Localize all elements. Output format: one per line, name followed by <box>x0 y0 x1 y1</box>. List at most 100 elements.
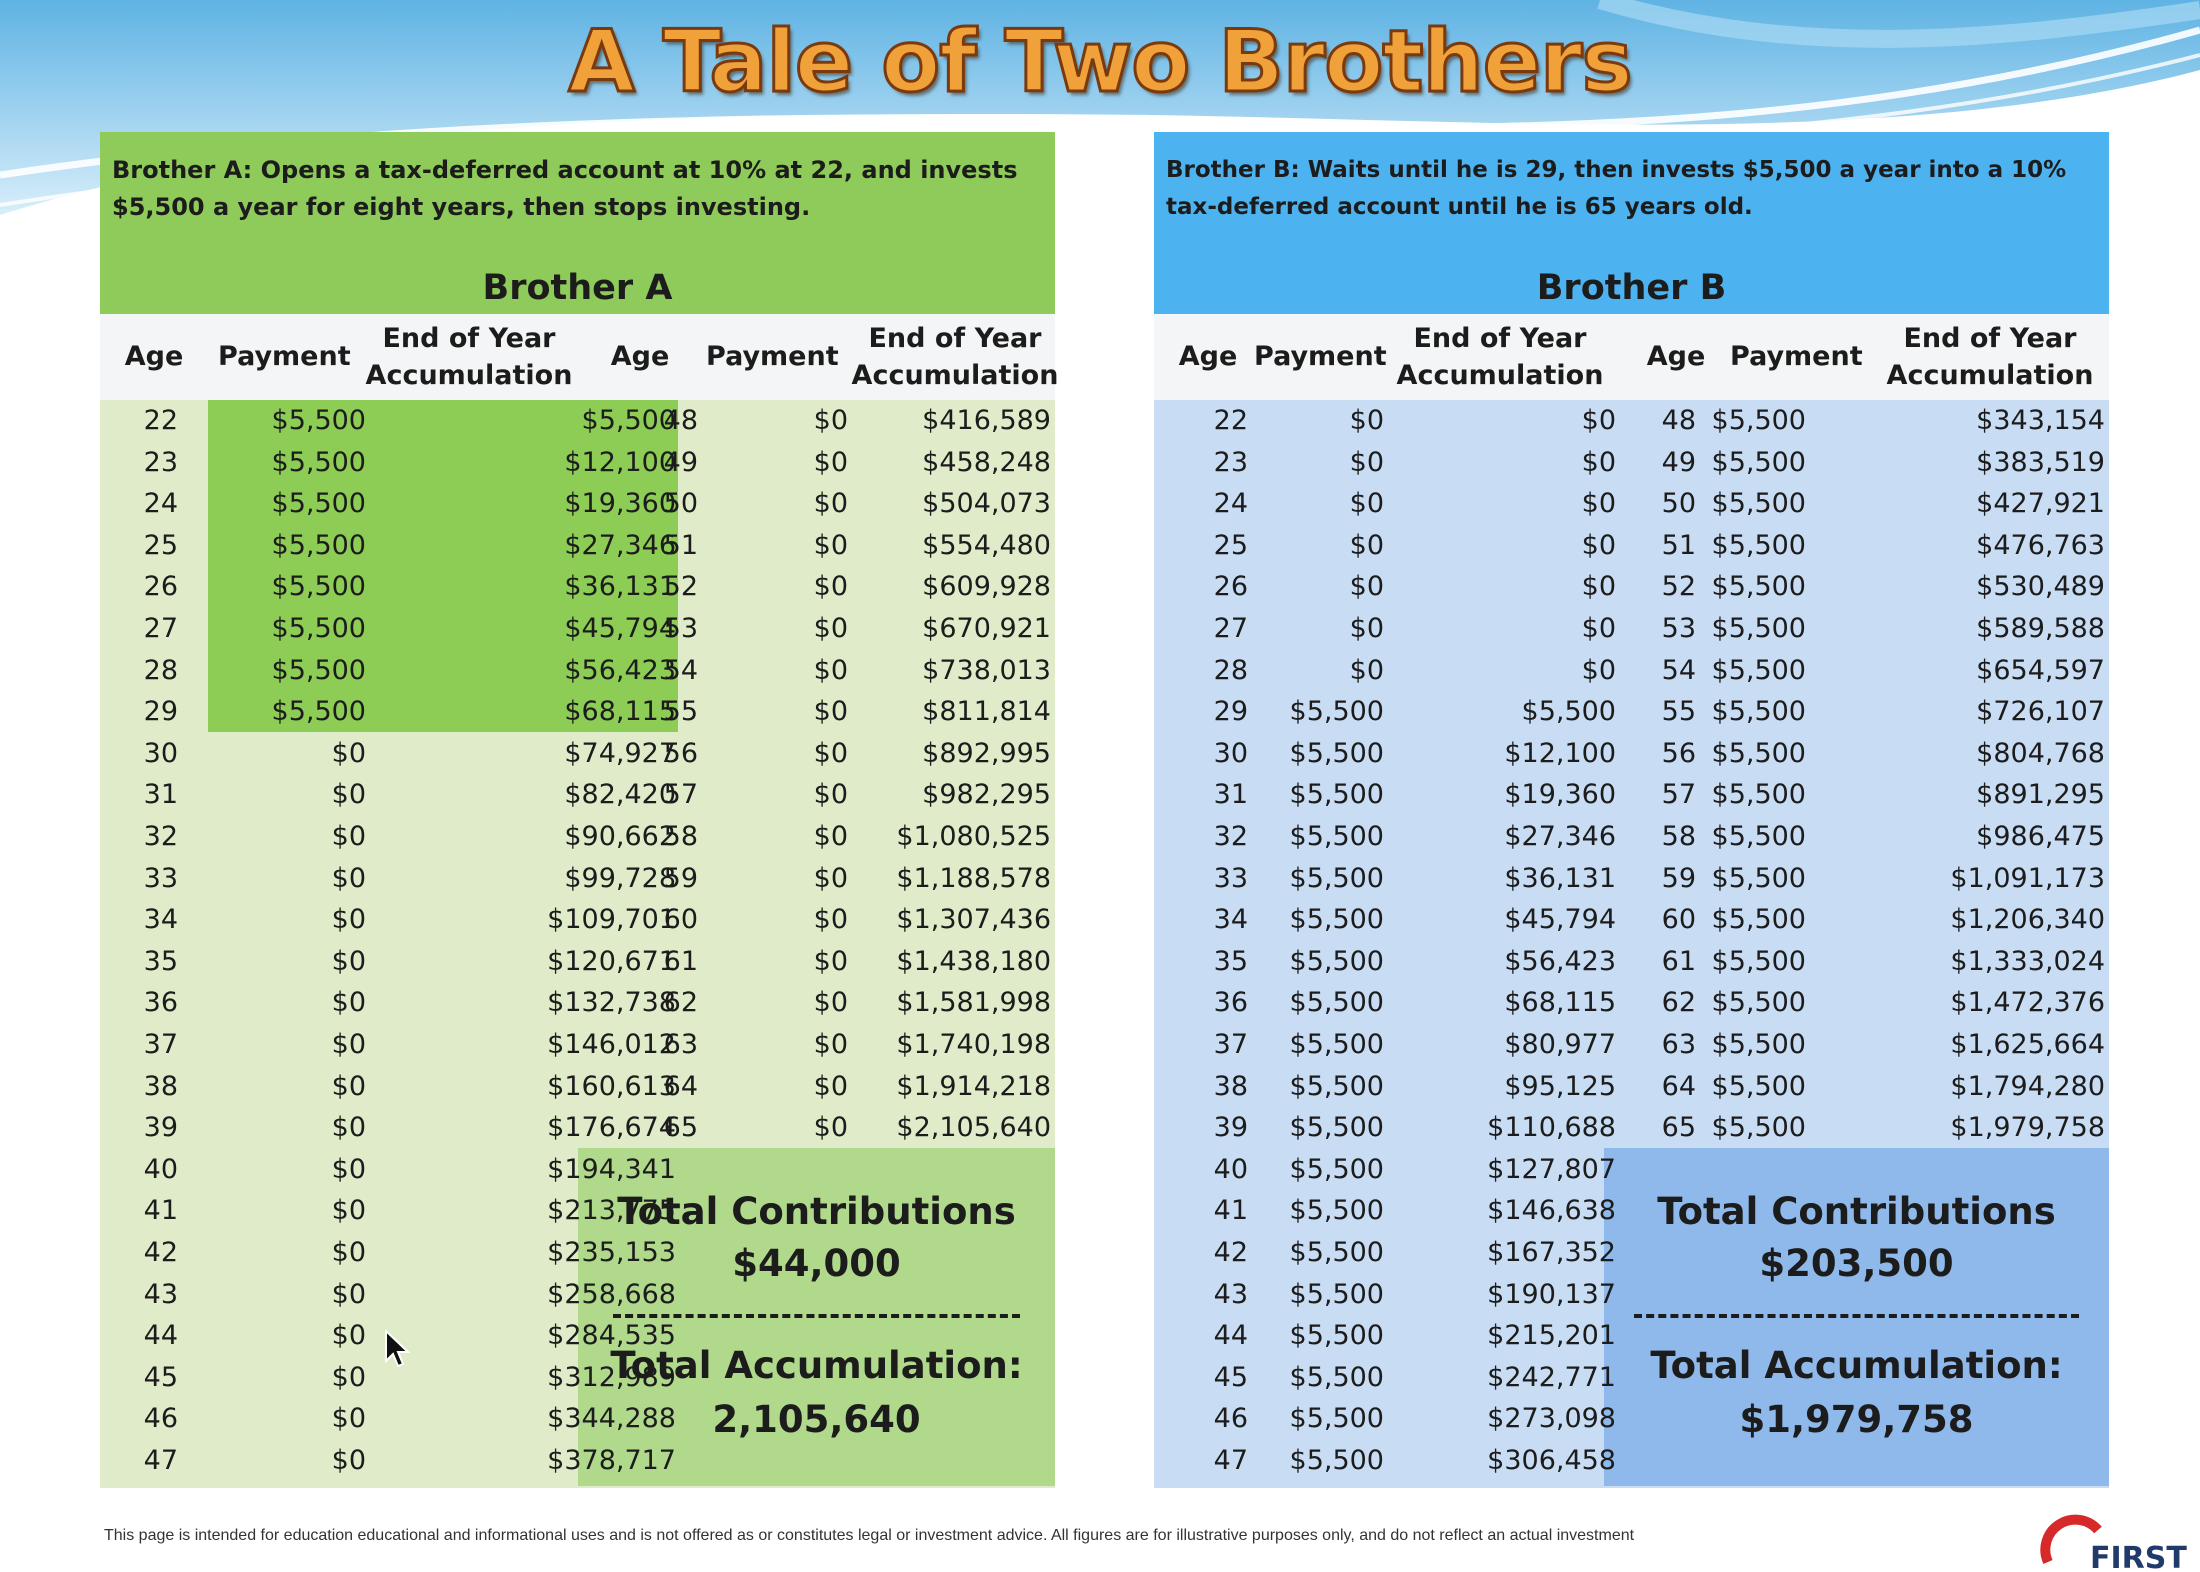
table-row: 22 $0 $0 <box>1154 400 1632 442</box>
age-cell: 58 <box>1661 821 1696 852</box>
accumulation-cell: $146,638 <box>1487 1195 1616 1227</box>
table-row: 53 $0 $670,921 <box>578 608 1055 650</box>
age-cell: 62 <box>1661 987 1696 1019</box>
accumulation-cell: $891,295 <box>1976 779 2105 811</box>
age-cell: 52 <box>663 571 698 603</box>
age-cell: 25 <box>1213 529 1248 561</box>
age-cell: 36 <box>1213 987 1248 1019</box>
table-row: 57 $5,500 $891,295 <box>1632 774 2109 816</box>
accumulation-cell: $12,100 <box>1504 737 1616 769</box>
payment-cell: $0 <box>1349 571 1384 603</box>
payment-cell: $0 <box>813 446 848 478</box>
accumulation-cell: $68,115 <box>1504 987 1616 1019</box>
payment-cell: $5,500 <box>1289 696 1384 728</box>
payment-cell: $0 <box>813 945 848 977</box>
payment-cell: $5,500 <box>1711 1070 1806 1102</box>
age-cell: 61 <box>663 945 698 977</box>
accumulation-cell: $811,814 <box>922 696 1051 728</box>
table-row: 64 $5,500 $1,794,280 <box>1632 1066 2109 1108</box>
accumulation-cell: $74,927 <box>564 737 676 769</box>
age-cell: 54 <box>1661 654 1696 686</box>
table-row: 33 $0 $99,728 <box>100 858 676 900</box>
table-row: 58 $5,500 $986,475 <box>1632 816 2109 858</box>
accumulation-cell: $609,928 <box>922 571 1051 603</box>
accumulation-cell: $670,921 <box>922 613 1051 644</box>
payment-cell: $5,500 <box>1289 737 1384 769</box>
table-row: 26 $0 $0 <box>1154 566 1632 608</box>
age-cell: 31 <box>143 779 178 811</box>
accumulation-cell: $27,346 <box>564 529 676 561</box>
payment-cell: $5,500 <box>1711 821 1806 852</box>
accumulation-cell: $0 <box>1581 488 1616 520</box>
age-cell: 53 <box>1661 613 1696 644</box>
table-row: 40 $0 $194,341 <box>100 1149 676 1191</box>
age-cell: 54 <box>663 654 698 686</box>
accumulation-cell: $190,137 <box>1487 1278 1616 1310</box>
payment-cell: $5,500 <box>1711 613 1806 644</box>
payment-cell: $5,500 <box>1711 1112 1806 1144</box>
payment-cell: $5,500 <box>1289 1403 1384 1435</box>
table-row: 36 $5,500 $68,115 <box>1154 982 1632 1024</box>
table-row: 40 $5,500 $127,807 <box>1154 1149 1632 1191</box>
accumulation-cell: $215,201 <box>1487 1320 1616 1352</box>
table-row: 47 $0 $378,717 <box>100 1440 676 1482</box>
table-row: 52 $0 $609,928 <box>578 566 1055 608</box>
col-eoy-2: End of Year Accumulation <box>850 320 1060 394</box>
col-age: Age <box>124 341 184 372</box>
payment-cell: $5,500 <box>1711 654 1806 686</box>
age-cell: 22 <box>1213 405 1248 436</box>
age-cell: 23 <box>1213 446 1248 478</box>
accumulation-cell: $0 <box>1581 529 1616 561</box>
payment-cell: $5,500 <box>1711 529 1806 561</box>
accumulation-cell: $1,307,436 <box>896 904 1051 936</box>
payment-cell: $0 <box>813 737 848 769</box>
table-row: 48 $5,500 $343,154 <box>1632 400 2109 442</box>
payment-cell: $5,500 <box>271 529 366 561</box>
age-cell: 28 <box>1213 654 1248 686</box>
payment-cell: $5,500 <box>1711 696 1806 728</box>
accumulation-cell: $273,098 <box>1487 1403 1616 1435</box>
disclaimer-footer: This page is intended for education educ… <box>104 1527 1635 1544</box>
accumulation-cell: $2,105,640 <box>896 1112 1051 1144</box>
payment-cell: $0 <box>331 737 366 769</box>
payment-cell: $0 <box>331 1361 366 1393</box>
brother-b-totals: Total Contributions $203,500 Total Accum… <box>1604 1148 2109 1486</box>
accumulation-cell: $654,597 <box>1976 654 2105 686</box>
table-row: 65 $5,500 $1,979,758 <box>1632 1107 2109 1149</box>
accumulation-cell: $235,153 <box>547 1237 676 1268</box>
accumulation-cell: $56,423 <box>564 654 676 686</box>
accumulation-cell: $5,500 <box>1521 696 1616 728</box>
table-row: 55 $5,500 $726,107 <box>1632 691 2109 733</box>
table-row: 63 $5,500 $1,625,664 <box>1632 1024 2109 1066</box>
accumulation-cell: $12,100 <box>564 446 676 478</box>
age-cell: 65 <box>663 1112 698 1144</box>
table-row: 29 $5,500 $68,115 <box>100 691 676 733</box>
mouse-cursor-icon <box>385 1329 410 1368</box>
table-row: 41 $0 $213,775 <box>100 1190 676 1232</box>
table-row: 43 $5,500 $190,137 <box>1154 1274 1632 1316</box>
accumulation-cell: $343,154 <box>1976 405 2105 436</box>
accumulation-cell: $167,352 <box>1487 1237 1616 1268</box>
age-cell: 23 <box>143 446 178 478</box>
table-row: 25 $5,500 $27,346 <box>100 525 676 567</box>
payment-cell: $5,500 <box>1711 488 1806 520</box>
payment-cell: $0 <box>813 821 848 852</box>
table-row: 46 $5,500 $273,098 <box>1154 1398 1632 1440</box>
table-row: 54 $0 $738,013 <box>578 650 1055 692</box>
accumulation-cell: $80,977 <box>1504 1029 1616 1060</box>
payment-cell: $5,500 <box>271 488 366 520</box>
payment-cell: $0 <box>813 779 848 811</box>
col-eoy-2-line2: Accumulation <box>851 360 1059 391</box>
accumulation-cell: $27,346 <box>1504 821 1616 852</box>
accumulation-cell: $56,423 <box>1504 945 1616 977</box>
age-cell: 48 <box>1661 405 1696 436</box>
accumulation-cell: $99,728 <box>564 862 676 894</box>
accumulation-cell: $45,794 <box>1504 904 1616 936</box>
age-cell: 51 <box>663 529 698 561</box>
age-cell: 46 <box>1213 1403 1248 1435</box>
total-accumulation-label: Total Accumulation: <box>610 1344 1023 1387</box>
payment-cell: $0 <box>331 1278 366 1310</box>
accumulation-cell: $344,288 <box>547 1403 676 1435</box>
payment-cell: $0 <box>1349 654 1384 686</box>
accumulation-cell: $258,668 <box>547 1278 676 1310</box>
